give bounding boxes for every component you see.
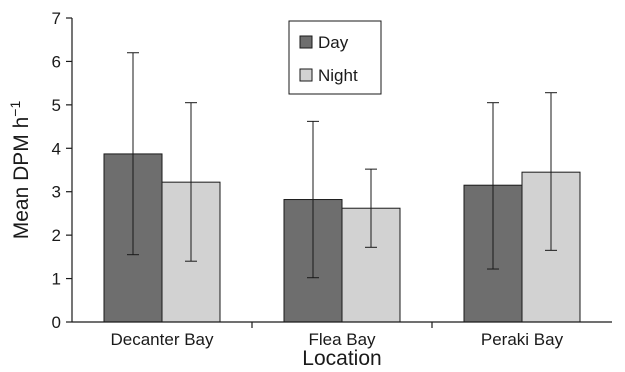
x-category-label: Flea Bay <box>308 330 376 349</box>
plot-area <box>103 52 581 323</box>
legend-label-night: Night <box>318 66 358 85</box>
y-tick-label: 5 <box>52 96 61 115</box>
y-axis-title-main: Mean DPM h <box>10 117 33 240</box>
y-axis-title: Mean DPM h−1 <box>7 101 33 240</box>
legend-swatch-day <box>299 35 313 49</box>
legend: Day Night <box>288 20 382 95</box>
y-tick-label: 0 <box>52 313 61 332</box>
y-tick-label: 6 <box>52 52 61 71</box>
y-tick-label: 3 <box>52 183 61 202</box>
x-category-label: Peraki Bay <box>481 330 564 349</box>
y-tick-label: 7 <box>52 9 61 28</box>
x-category-label: Decanter Bay <box>111 330 214 349</box>
x-axis-categories: Decanter Bay Flea Bay Peraki Bay <box>111 322 564 349</box>
y-axis-ticks: 0 1 2 3 4 5 6 7 <box>52 9 72 332</box>
x-axis-title: Location <box>302 347 381 370</box>
legend-swatch-night <box>299 68 313 82</box>
y-tick-label: 1 <box>52 270 61 289</box>
legend-box <box>288 20 382 95</box>
y-tick-label: 4 <box>52 139 61 158</box>
y-axis-title-superscript: −1 <box>7 101 23 117</box>
y-tick-label: 2 <box>52 226 61 245</box>
legend-label-day: Day <box>318 33 349 52</box>
